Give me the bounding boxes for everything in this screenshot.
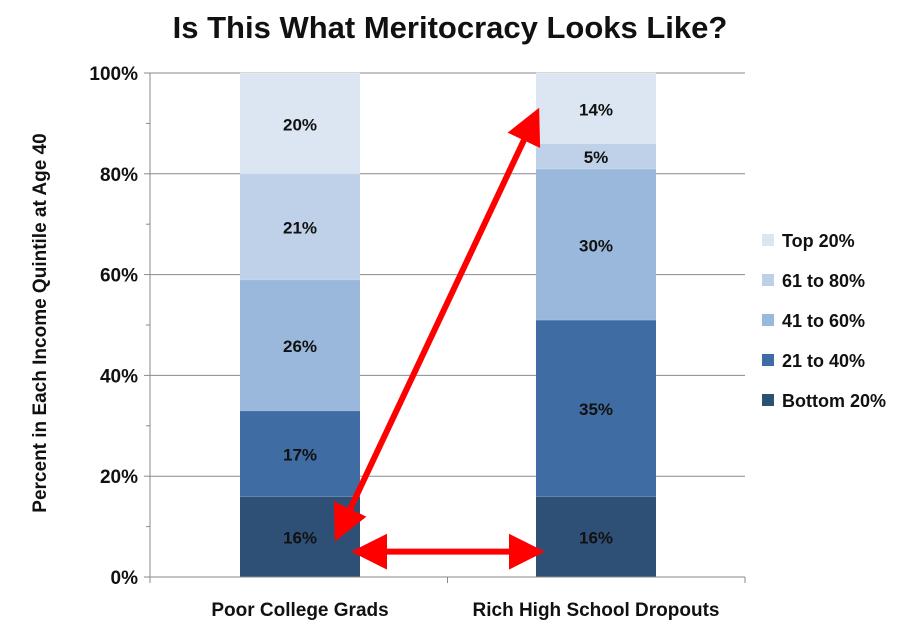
legend-swatch [762,234,774,246]
y-tick-label: 60% [100,266,138,287]
y-tick-label: 100% [89,64,138,85]
x-category-label: Rich High School Dropouts [473,600,720,621]
bar-segment [536,73,656,144]
bar-data-label: 14% [579,100,613,119]
axes: 0% 20% 40% 60% 80% 100% Poor College Grads Rich… [89,64,746,621]
chart-title: Is This What Meritocracy Looks Like? [173,10,728,45]
bars: 16% 17% 26% 21% 20% 16% 35% 30% 5% 14% [240,72,656,577]
bar-segment [536,168,656,320]
x-category-label: Poor College Grads [211,600,388,621]
legend-swatch [762,274,774,286]
bar-data-label: 16% [579,529,613,548]
bar-data-label: 30% [579,236,613,255]
legend-swatch [762,314,774,326]
bar-data-label: 26% [283,337,317,356]
annotation-arrows [333,107,545,570]
bar-segment [536,143,656,169]
legend-label: 21 to 40% [782,351,865,371]
y-tick-label: 20% [100,467,138,488]
y-tick-label: 0% [111,568,139,589]
bar-data-label: 21% [283,219,317,238]
bar-data-label: 35% [579,400,613,419]
legend-label: 61 to 80% [782,271,865,291]
bar-segment [536,496,656,577]
legend-label: Top 20% [782,231,855,251]
legend-swatch [762,354,774,366]
y-tick-label: 40% [100,366,138,387]
bar-data-label: 17% [283,446,317,465]
bar-data-label: 20% [283,115,317,134]
y-axis-label: Percent in Each Income Quintile at Age 4… [30,133,51,512]
bar-segment [536,319,656,497]
bar-data-label: 5% [584,148,609,167]
legend: Top 20% 61 to 80% 41 to 60% 21 to 40% Bottom… [762,231,886,411]
legend-label: Bottom 20% [782,391,886,411]
y-tick-label: 80% [100,165,138,186]
diagonal-arrow [333,107,541,542]
legend-swatch [762,394,774,406]
bar-data-label: 16% [283,529,317,548]
legend-label: 41 to 60% [782,311,865,331]
